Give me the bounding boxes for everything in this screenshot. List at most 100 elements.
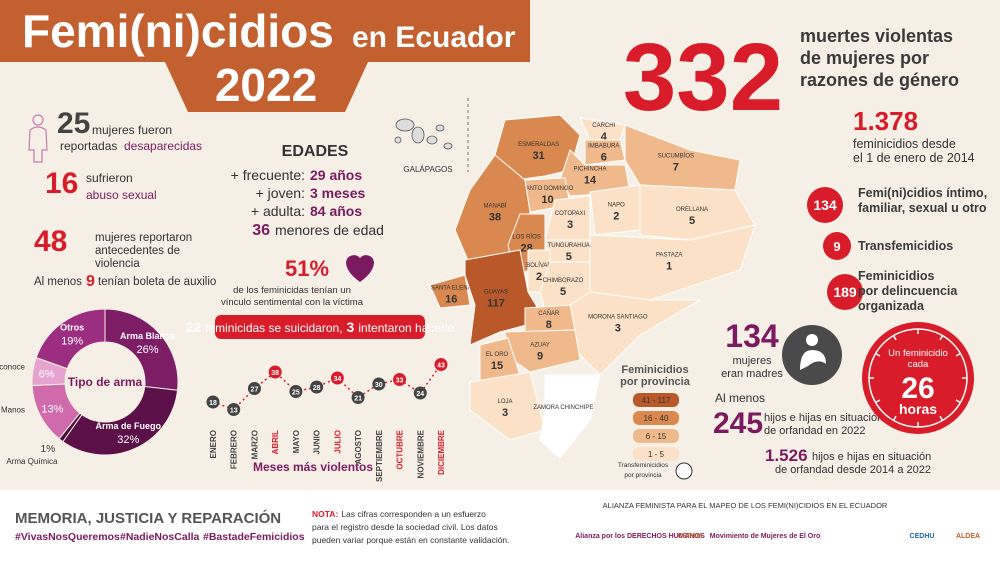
province-name: AZUAY [530,342,550,348]
month-label: OCTUBRE [396,429,405,469]
month-point [434,358,448,371]
province-value: 117 [487,297,505,309]
legend-title: Feminicidios [621,364,688,376]
province-name: CAÑAR [538,310,560,317]
missing-text: mujeres fueron [92,123,172,137]
orphans-intro: Al menos [715,391,765,405]
month-point [351,391,365,404]
province-value: 4 [601,131,608,143]
heart-icon [346,255,374,282]
logo: ALDEA [956,533,980,540]
slice-value: 32% [117,434,139,446]
category-number: 134 [813,197,837,213]
clock-tick [892,335,897,341]
violence-note: Al menos [34,276,82,288]
province-name: MORONA SANTIAGO [588,314,648,320]
note-line: Las cifras corresponden a un esfuerzo [341,509,486,519]
province-name: EL ORO [486,352,509,358]
province [539,374,601,459]
missing-number: 25 [57,107,90,140]
province-value: 16 [445,293,457,305]
month-label: MAYO [292,430,301,453]
month-point [227,403,241,416]
province-value: 2 [613,211,619,223]
month-point [268,365,282,379]
abuse-number: 16 [45,167,78,200]
province-value: 3 [615,322,621,334]
month-point [206,395,220,409]
month-value: 43 [437,363,445,370]
province-name: LOJA [497,399,512,405]
orphans-text: de orfandad en 2022 [764,425,866,437]
age-label: + frecuente: [231,167,305,183]
legend-swatch [633,447,679,461]
province-name: TUNGURAHUA [548,243,590,249]
province-value: 3 [502,407,508,419]
province-value: 5 [560,286,566,298]
clock-text: Un feminicidio [888,348,948,359]
legend-label: 41 - 117 [642,396,671,405]
header-banner [0,0,530,112]
province-value: 5 [689,215,695,227]
month-value: 25 [292,390,300,397]
headline-text: razones de género [800,70,959,90]
note-text: NOTA: Las cifras corresponden a un esfuer… [312,509,486,519]
month-point [413,386,427,400]
mothers-text: eran madres [721,368,783,380]
province-name: ORELLANA [676,207,708,213]
category-badge [823,232,851,260]
logo: Alianza por los DERECHOS HUMANOS [575,533,705,540]
province-value: 2 [536,271,542,283]
abuse-highlight: abuso sexual [86,188,157,202]
category-text: organizada [858,299,925,313]
month-label: DICIEMBRE [437,429,446,475]
age-value: 3 meses [310,185,365,201]
pie-slice [35,308,106,370]
age-value: 29 años [310,167,362,183]
mother-icon [782,325,842,385]
note-text: para el registro desde la sociedad civil… [312,522,498,532]
clock-tick [875,352,881,357]
province-name: MANABÍ [483,203,506,210]
slice-value: 19% [61,335,83,347]
province-name: PASTAZA [656,252,682,258]
province-name: LOS RÍOS [512,234,540,241]
province-value: 8 [546,319,552,331]
violence-text: mujeres reportaron [95,232,192,244]
clock-tick [939,335,944,341]
legend-swatch [633,411,679,425]
month-value: 13 [230,408,238,415]
legend-label: 1 - 5 [648,450,665,459]
province-name: NAPO [608,203,625,209]
age-value: 84 años [310,203,362,219]
category-number: 9 [833,239,840,254]
since-number: 1.378 [853,106,918,136]
note-label: NOTA: [312,509,338,519]
clock-tick [875,399,881,404]
slice-name: Otros [60,322,84,332]
hashtag: #NadieNosCalla [120,531,200,543]
category-text: Transfemicidios [858,239,953,253]
slice-value: 1% [41,444,56,455]
province-name: SANTA ELENA [431,285,472,291]
clock-tick [892,415,897,421]
month-point [372,377,386,391]
legend-label: 16 - 40 [644,414,669,423]
month-point [330,371,344,385]
mothers-number: 134 [725,318,779,354]
month-label: NOVIEMBRE [416,429,425,478]
suicide-text: 22 feminicidas se suicidaron, 3 intentaron … [186,319,455,335]
slice-name: No se conoce [0,362,26,371]
province-value: 7 [673,162,679,174]
category-text: Femi(ni)cidios íntimo, [858,186,987,200]
clock-face [862,322,974,434]
month-value: 30 [375,382,383,389]
orphans-total-text: hijos e hijas en situación [812,451,931,463]
province-name: CARCHI [592,123,615,129]
month-value: 28 [313,385,321,392]
legend-swatch [633,393,679,407]
transfem-label: por provincia [624,472,662,479]
headline-number: 332 [623,24,783,131]
province-value: 10 [541,194,553,206]
pie-slice [104,308,179,391]
